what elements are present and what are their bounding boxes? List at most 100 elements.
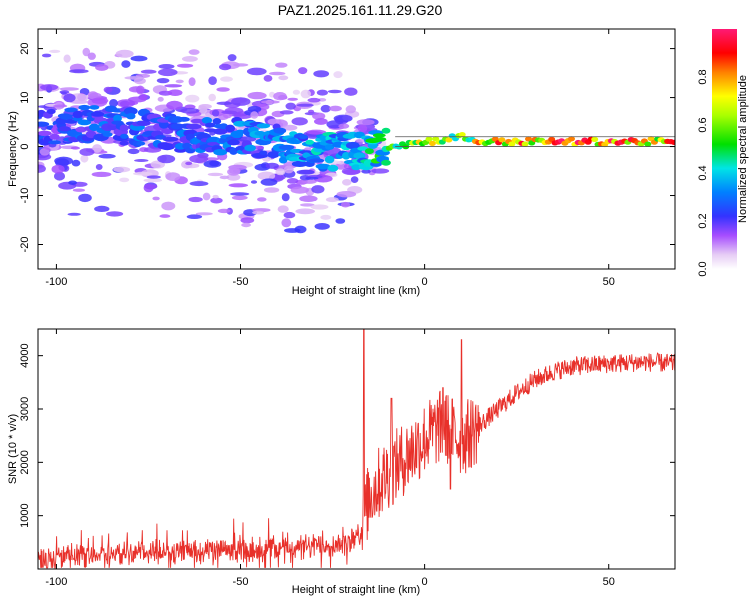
- spectrogram-ridge-cell: [177, 116, 190, 122]
- spectrogram-cell: [103, 86, 113, 93]
- spectrogram-cell: [260, 178, 278, 186]
- spectrogram-cell: [208, 76, 217, 85]
- spectrogram-cell: [121, 60, 131, 68]
- spectrogram-cell: [267, 118, 280, 125]
- spectrogram-ridge-cell: [113, 114, 122, 123]
- spectrogram-ridge-cell: [213, 149, 228, 156]
- spectrogram-cell: [165, 172, 181, 182]
- x-tick-label: -100: [45, 276, 67, 288]
- spectrogram-ridge-cell: [77, 119, 92, 126]
- spectrogram-cell: [338, 123, 350, 129]
- spectrogram-cell: [257, 197, 267, 202]
- x-tick-label: 0: [422, 576, 428, 588]
- spectrogram-cell: [275, 62, 288, 68]
- spectrogram-ridge-cell: [88, 123, 100, 131]
- spectrogram-ridge-cell: [273, 127, 287, 134]
- spectrogram-cell: [231, 97, 251, 106]
- spectrogram-ridge-cell: [218, 137, 229, 144]
- spectrogram-ridge-cell: [568, 136, 575, 142]
- colorbar-tick-label: 0.4: [697, 165, 709, 180]
- spectrogram-cell: [311, 185, 325, 194]
- snr-x-label: Height of straight line (km): [292, 584, 420, 596]
- spectrogram-y-label: Frequency (Hz): [7, 111, 19, 187]
- spectrogram-cell: [38, 153, 52, 161]
- spectrogram-ridge-cell: [119, 140, 129, 146]
- spectrogram-cell: [143, 146, 162, 153]
- spectrogram-ridge-cell: [425, 136, 433, 142]
- spectrogram-cell: [180, 107, 200, 114]
- spectrogram-ridge-cell: [381, 159, 391, 166]
- spectrogram-ridge-cell: [89, 105, 100, 110]
- spectrogram-ridge-cell: [119, 124, 129, 132]
- spectrogram-cell: [342, 179, 352, 186]
- spectrogram-ridge-cell: [64, 107, 78, 113]
- spectrogram-cell: [287, 97, 299, 101]
- spectrogram-cell: [314, 118, 328, 125]
- spectrogram-cell: [92, 144, 102, 153]
- spectrogram-cell: [72, 188, 85, 192]
- spectrogram-cell: [177, 63, 194, 68]
- spectrogram-cell: [226, 173, 241, 181]
- spectrogram-ridge-cell: [60, 114, 76, 120]
- spectrogram-ridge-cell: [298, 134, 308, 139]
- spectrogram-cell: [134, 159, 149, 162]
- spectrogram-cell: [286, 178, 299, 184]
- snr-panel: -100 -50 0 50 1000 2000 3000 4000 Height of st…: [7, 328, 676, 596]
- spectrogram-cell: [300, 89, 311, 99]
- spectrogram-cell: [143, 178, 163, 183]
- spectrogram-cell: [301, 179, 317, 184]
- spectrogram-ridge-cell: [78, 104, 91, 111]
- x-tick-label: -50: [233, 276, 249, 288]
- spectrogram-cell: [292, 89, 300, 95]
- snr-frame: [37, 328, 676, 570]
- spectrogram-cell: [106, 211, 124, 217]
- spectrogram-ridge-cell: [372, 136, 387, 142]
- spectrogram-ridge-cell: [38, 130, 52, 136]
- spectrogram-cell: [157, 154, 176, 164]
- spectrogram-ridge-cell: [644, 141, 652, 147]
- spectrogram-cell: [202, 192, 211, 201]
- spectrogram-ridge-cell: [58, 126, 71, 132]
- spectrogram-cell: [228, 183, 249, 188]
- spectrogram-ridge-cell: [508, 141, 516, 147]
- spectrogram-cell: [181, 56, 198, 62]
- spectrogram-cell: [361, 169, 371, 174]
- spectrogram-cell: [357, 124, 368, 133]
- spectrogram-cell: [146, 175, 161, 179]
- spectrogram-cell: [186, 214, 203, 219]
- spectrogram-cell: [91, 97, 109, 104]
- spectrogram-cell: [79, 148, 95, 156]
- spectrogram-cell: [300, 203, 315, 207]
- figure-title: PAZ1.2025.161.11.29.G20: [278, 2, 443, 18]
- spectrogram-cell: [212, 109, 220, 117]
- spectrogram-ridge-cell: [591, 136, 599, 142]
- spectrogram-ridge-cell: [46, 108, 56, 115]
- spectrogram-ridge-cell: [213, 128, 228, 135]
- spectrogram-ridge-cell: [327, 164, 339, 172]
- spectrogram-cell: [185, 94, 200, 103]
- y-tick-label: 0: [19, 143, 31, 149]
- spectrogram-ridge-cell: [158, 120, 169, 129]
- spectrogram-cell: [313, 70, 330, 78]
- spectrogram-cell: [304, 147, 312, 152]
- spectrogram-cell: [344, 87, 358, 96]
- spectrogram-cell: [328, 105, 342, 112]
- spectrogram-cell: [53, 104, 68, 108]
- spectrogram-cell: [290, 186, 309, 194]
- spectrogram-ridge-cell: [372, 133, 386, 138]
- spectrogram-cell: [307, 97, 321, 103]
- spectrogram-ridge-cell: [259, 150, 268, 156]
- spectrogram-cell: [164, 84, 183, 88]
- snr-y-label: SNR (10 * v/v): [7, 414, 19, 484]
- spectrogram-cell: [119, 177, 130, 183]
- spectrogram-cell: [140, 69, 157, 74]
- spectrogram-cell: [70, 146, 80, 150]
- spectrogram-cell: [189, 154, 209, 164]
- spectrogram-cell: [38, 164, 46, 173]
- spectrogram-ridge-cell: [136, 141, 146, 146]
- spectrogram-cell: [198, 104, 212, 109]
- spectrogram-cell: [49, 49, 61, 54]
- colorbar-tick-label: 0.2: [697, 213, 709, 228]
- spectrogram-ridge-cell: [428, 140, 436, 146]
